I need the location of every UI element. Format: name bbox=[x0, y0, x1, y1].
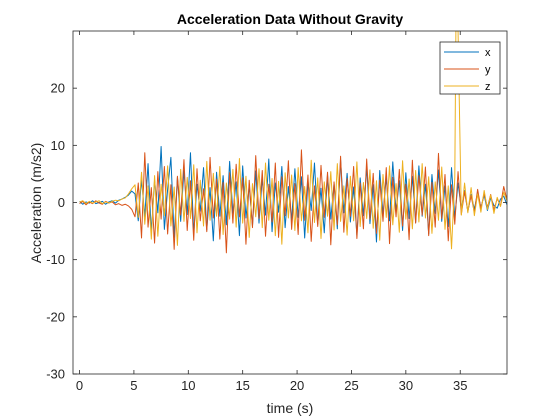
x-tick-label: 20 bbox=[290, 378, 304, 393]
x-axis: 0 5 10 15 20 25 30 35 bbox=[76, 31, 467, 393]
series-layer bbox=[79, 31, 507, 254]
series-line-z bbox=[79, 31, 507, 250]
legend-label-x: x bbox=[485, 47, 491, 59]
x-tick-label: 5 bbox=[130, 378, 137, 393]
y-axis-label: Acceleration (m/s2) bbox=[28, 143, 44, 264]
x-tick-label: 30 bbox=[399, 378, 413, 393]
legend: xyz bbox=[439, 41, 501, 95]
y-tick-label: -30 bbox=[46, 367, 65, 382]
y-axis: -30 -20 -10 0 10 20 bbox=[46, 81, 507, 382]
legend-box bbox=[439, 41, 501, 95]
legend-items: xyz bbox=[444, 47, 491, 93]
y-tick-label: -20 bbox=[46, 309, 65, 324]
y-tick-label: 20 bbox=[51, 81, 65, 96]
y-tick-label: 10 bbox=[51, 138, 65, 153]
legend-label-y: y bbox=[485, 64, 491, 76]
legend-label-z: z bbox=[485, 81, 491, 93]
x-axis-label: time (s) bbox=[267, 400, 314, 416]
x-tick-label: 35 bbox=[453, 378, 467, 393]
x-tick-label: 10 bbox=[181, 378, 195, 393]
x-tick-label: 15 bbox=[235, 378, 249, 393]
y-tick-label: -10 bbox=[46, 252, 65, 267]
x-tick-label: 0 bbox=[76, 378, 83, 393]
chart-title: Acceleration Data Without Gravity bbox=[177, 11, 403, 27]
y-tick-label: 0 bbox=[58, 195, 65, 210]
x-tick-label: 25 bbox=[344, 378, 358, 393]
